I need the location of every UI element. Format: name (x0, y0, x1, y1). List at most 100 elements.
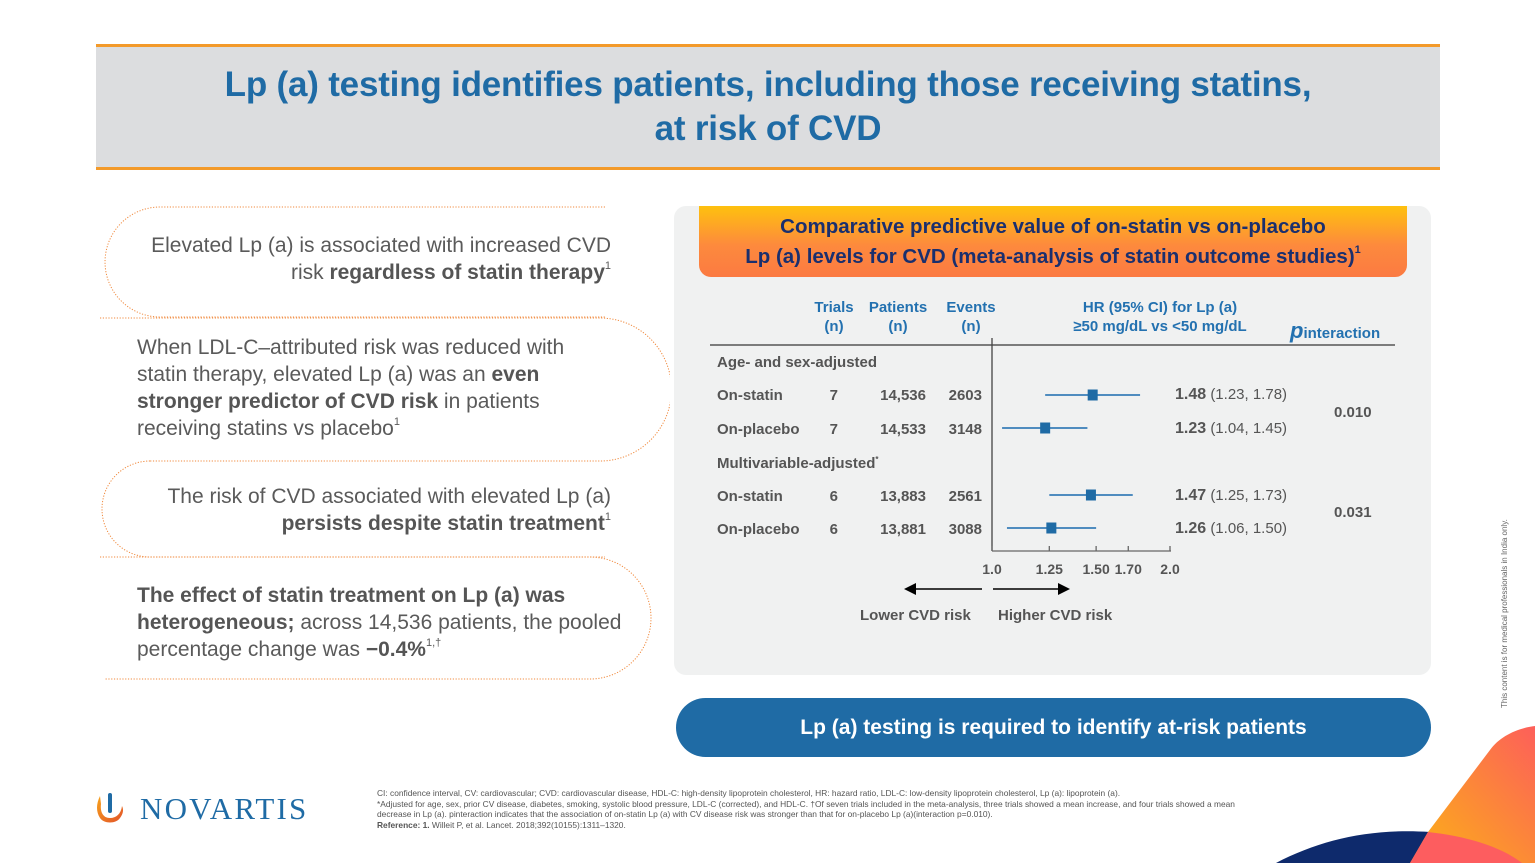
cell-trials: 7 (829, 387, 838, 404)
bullet-1-ref: 1 (604, 260, 611, 272)
disclaimer-vertical: This content is for medical professional… (1500, 519, 1509, 708)
col-header-events: Events (n) (940, 298, 1002, 336)
panel-title-line-1: Comparative predictive value of on-stati… (780, 214, 1326, 238)
higher-risk-label: Higher CVD risk (998, 607, 1113, 624)
col-header-p-interaction: pinteraction (1290, 318, 1380, 344)
bullet-1-emphasis: regardless of statin therapy (329, 261, 605, 284)
col-header-hr-line-2: ≥50 mg/dL vs <50 mg/dL (1073, 318, 1247, 335)
x-tick-label: 1.25 (1035, 561, 1063, 577)
slide-title: Lp (a) testing identifies patients, incl… (225, 63, 1312, 151)
bullet-2-ref: 1 (393, 416, 400, 428)
row-label: On-placebo (717, 421, 800, 438)
hr-ci: (1.25, 1.73) (1210, 487, 1288, 504)
bullet-4: The effect of statin treatment on Lp (a)… (137, 582, 627, 663)
footnote-abbreviations: CI: confidence interval, CV: cardiovascu… (377, 788, 1121, 798)
x-tick-label: 1.50 (1082, 561, 1110, 577)
p-subscript: interaction (1303, 325, 1381, 342)
hr-estimate: 1.47 (1.25, 1.73) (1175, 487, 1287, 505)
col-header-events-line-1: Events (946, 299, 996, 316)
coral-shape (1410, 832, 1522, 863)
footnote-reference: Reference: 1. Willeit P, et al. Lancet. … (377, 820, 1257, 831)
key-message-banner: Lp (a) testing is required to identify a… (676, 698, 1431, 757)
decorative-corner-shapes (1276, 726, 1535, 863)
bullet-4-value: −0.4% (365, 638, 426, 661)
hr-estimate: 1.48 (1.23, 1.78) (1175, 386, 1287, 404)
group-label-multivariable: Multivariable-adjusted* (717, 455, 879, 472)
bullet-outline-1 (104, 206, 605, 318)
bullet-4-text: across 14,536 patients, the pooled perce… (137, 611, 622, 661)
bullet-2: When LDL-C–attributed risk was reduced w… (137, 334, 617, 442)
col-header-trials-line-1: Trials (814, 299, 854, 316)
slide-title-line-1: Lp (a) testing identifies patients, incl… (224, 65, 1312, 104)
col-header-patients-line-1: Patients (868, 299, 928, 316)
cell-events: 3148 (948, 421, 982, 438)
col-header-hr: HR (95% CI) for Lp (a) ≥50 mg/dL vs <50 … (1050, 298, 1270, 336)
cell-trials: 6 (829, 488, 838, 505)
panel-title-line-2: Lp (a) levels for CVD (meta-analysis of … (745, 244, 1355, 268)
col-header-patients-line-2: (n) (888, 318, 908, 335)
title-band: Lp (a) testing identifies patients, incl… (96, 44, 1440, 170)
bullet-3-ref: 1 (604, 511, 611, 523)
col-header-trials: Trials (n) (809, 298, 859, 336)
hr-estimate: 1.26 (1.06, 1.50) (1175, 520, 1287, 538)
bullet-outline-4 (100, 556, 652, 680)
hr-value: 1.23 (1175, 420, 1207, 437)
footnotes: CI: confidence interval, CV: cardiovascu… (377, 788, 1257, 830)
cell-events: 2603 (948, 387, 982, 404)
hr-ci: (1.04, 1.45) (1210, 420, 1288, 437)
row-label: On-statin (717, 488, 783, 505)
hr-estimate: 1.23 (1.04, 1.45) (1175, 420, 1287, 438)
p-interaction-value-multivariable: 0.031 (1334, 504, 1372, 521)
bullet-3: The risk of CVD associated with elevated… (120, 483, 611, 537)
bullet-2-emphasis: even stronger predictor of CVD risk (137, 363, 540, 413)
bullet-1-text: Elevated Lp (a) is associated with incre… (151, 234, 611, 284)
forest-plot-panel (674, 206, 1431, 675)
cell-events: 2561 (948, 488, 982, 505)
cell-trials: 6 (829, 521, 838, 538)
hr-value: 1.26 (1175, 520, 1207, 537)
panel-title-banner: Comparative predictive value of on-stati… (699, 206, 1407, 277)
footnote-adjustments: *Adjusted for age, sex, prior CV disease… (377, 798, 1235, 820)
col-header-patients: Patients (n) (863, 298, 933, 336)
cell-patients: 14,533 (880, 421, 926, 438)
x-tick-label: 1.70 (1114, 561, 1142, 577)
col-header-events-line-2: (n) (961, 318, 981, 335)
cell-patients: 13,881 (880, 521, 926, 538)
row-label: On-placebo (717, 521, 800, 538)
bullet-3-text: The risk of CVD associated with elevated… (167, 485, 611, 508)
x-tick-label: 2.0 (1160, 561, 1180, 577)
cell-patients: 13,883 (880, 488, 926, 505)
bullet-2-text: When LDL-C–attributed risk was reduced w… (137, 336, 565, 386)
panel-title: Comparative predictive value of on-stati… (745, 212, 1361, 272)
panel-title-ref: 1 (1354, 243, 1361, 256)
col-header-trials-line-2: (n) (824, 318, 844, 335)
p-symbol: p (1290, 318, 1304, 343)
hr-ci: (1.06, 1.50) (1210, 520, 1288, 537)
reference-label: Reference: 1. (377, 819, 430, 830)
novartis-wordmark: NOVARTIS (140, 791, 309, 826)
cell-patients: 14,536 (880, 387, 926, 404)
hr-value: 1.47 (1175, 487, 1207, 504)
bullet-1: Elevated Lp (a) is associated with incre… (120, 232, 611, 286)
bullet-3-emphasis: persists despite statin treatment (281, 512, 605, 535)
group-label-footnote-mark: * (875, 455, 879, 464)
col-header-hr-line-1: HR (95% CI) for Lp (a) (1082, 299, 1238, 316)
bullet-4-emphasis: The effect of statin treatment on Lp (a)… (137, 584, 566, 634)
group-label-multivariable-text: Multivariable-adjusted (717, 455, 876, 472)
bullet-2-text-end: in patients receiving statins vs placebo (137, 390, 540, 440)
novartis-flame-icon (97, 793, 124, 823)
cell-trials: 7 (829, 421, 838, 438)
x-tick-label: 1.0 (982, 561, 1002, 577)
hr-value: 1.48 (1175, 386, 1207, 403)
novartis-logo: NOVARTIS (94, 790, 308, 828)
slide-title-line-2: at risk of CVD (654, 109, 882, 148)
orange-shape (1410, 726, 1535, 863)
row-label: On-statin (717, 387, 783, 404)
group-label-age-sex: Age- and sex-adjusted (717, 354, 878, 371)
p-interaction-value-age-sex: 0.010 (1334, 404, 1372, 421)
bullet-outlines (100, 206, 670, 680)
reference-text: Willeit P, et al. Lancet. 2018;392(10155… (429, 819, 626, 830)
hr-ci: (1.23, 1.78) (1210, 386, 1288, 403)
bullet-4-ref: 1,† (425, 637, 442, 649)
cell-events: 3088 (948, 521, 982, 538)
